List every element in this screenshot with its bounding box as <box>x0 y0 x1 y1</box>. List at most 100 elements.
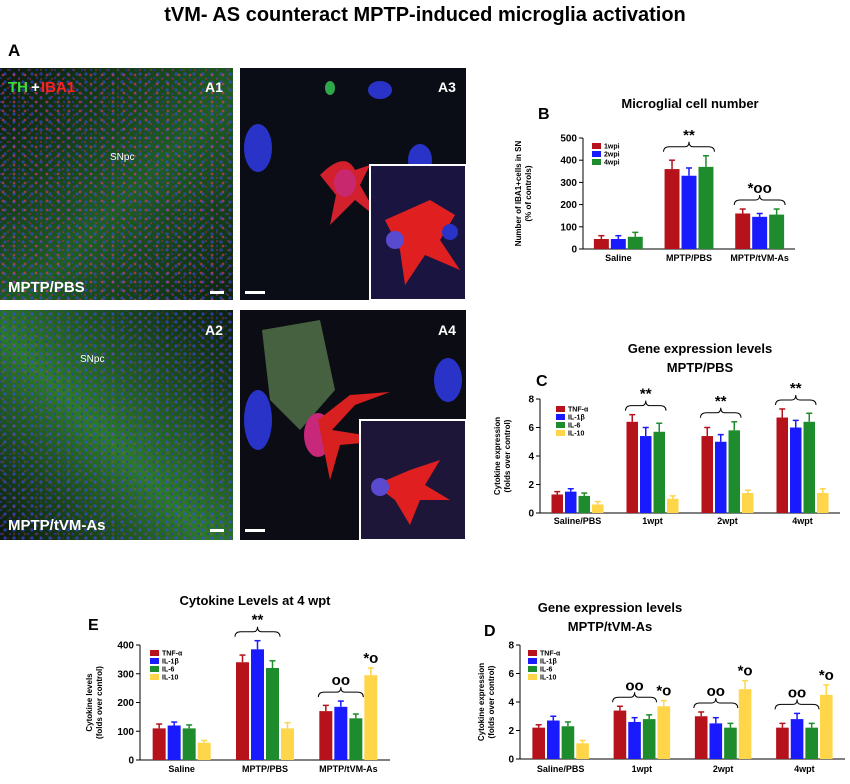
x-tick-label: MPTP/PBS <box>666 253 712 263</box>
bar <box>817 493 829 513</box>
y-tick-label: 400 <box>117 641 134 652</box>
x-tick-label: MPTP/tVM-As <box>730 253 789 263</box>
bar <box>167 725 181 760</box>
y-tick-label: 0 <box>528 509 534 520</box>
y-tick-label: 8 <box>508 641 514 652</box>
bar <box>653 431 665 513</box>
panel-letter: B <box>538 106 550 123</box>
x-tick-label: Saline <box>605 253 632 263</box>
bar <box>236 662 249 760</box>
panel-letter: E <box>88 617 99 634</box>
y-axis-label: Number of IBA1+cells in SN <box>514 140 523 246</box>
significance-label: oo <box>707 683 725 700</box>
x-tick-label: 1wpt <box>642 516 663 526</box>
bar <box>281 728 294 760</box>
x-tick-label: Saline/PBS <box>537 764 585 774</box>
image-a4: A4 <box>240 310 467 541</box>
bar <box>694 716 708 759</box>
bar <box>576 743 589 759</box>
x-tick-label: 2wpt <box>717 516 738 526</box>
bar <box>735 213 751 249</box>
brace <box>612 692 657 703</box>
significance-label: *oo <box>748 180 772 197</box>
legend-swatch <box>528 674 537 680</box>
region-label: SNpc <box>110 152 134 163</box>
chart-title: Gene expression levels <box>628 341 773 356</box>
bar <box>266 668 279 760</box>
y-axis-label: (% of controls) <box>524 165 533 221</box>
x-tick-label: MPTP/PBS <box>242 764 288 774</box>
y-tick-label: 2 <box>508 726 514 737</box>
legend-label: 2wpi <box>604 152 620 159</box>
bar <box>709 723 723 759</box>
legend-swatch <box>592 159 601 165</box>
x-tick-label: 4wpt <box>792 516 813 526</box>
chart-title: Gene expression levels <box>538 600 683 615</box>
image-a3: A3 <box>240 68 467 301</box>
y-axis-label: (folds over control) <box>487 665 496 738</box>
legend-swatch <box>528 658 537 664</box>
bar <box>790 427 802 513</box>
y-tick-label: 500 <box>560 134 577 145</box>
significance-label: oo <box>625 677 643 694</box>
image-label: A3 <box>438 79 456 95</box>
panel-letter: D <box>484 623 496 640</box>
bar <box>664 169 680 249</box>
bar <box>547 720 560 759</box>
significance-label: *o <box>656 683 671 700</box>
bar <box>657 706 671 759</box>
legend-label: IL-10 <box>568 431 584 438</box>
bar <box>565 491 577 513</box>
y-tick-label: 0 <box>508 755 514 766</box>
legend-swatch <box>150 674 159 680</box>
bar <box>769 214 785 249</box>
legend-label: TNF-α <box>568 407 589 414</box>
x-tick-label: Saline <box>168 764 195 774</box>
legend-swatch <box>150 650 159 656</box>
y-tick-label: 4 <box>508 698 514 709</box>
y-axis-label: Cytokine expression <box>493 417 502 495</box>
bar <box>561 726 575 759</box>
bar <box>805 727 818 759</box>
image-a1: TH + IBA1 A1 SNpc MPTP/PBS <box>0 68 233 300</box>
bar <box>642 719 656 759</box>
y-tick-label: 6 <box>528 423 534 434</box>
legend-label: IL-10 <box>540 675 556 682</box>
bar <box>592 504 604 513</box>
y-tick-label: 8 <box>528 395 534 406</box>
bar <box>319 711 333 760</box>
legend-swatch <box>592 143 601 149</box>
bar <box>667 498 679 513</box>
bar <box>628 721 641 759</box>
y-tick-label: 400 <box>560 156 577 167</box>
legend-swatch <box>528 650 537 656</box>
legend-swatch <box>556 414 565 420</box>
chart-title: Cytokine Levels at 4 wpt <box>180 593 332 608</box>
significance-label: ** <box>790 380 802 397</box>
legend-label: TNF-α <box>540 651 561 658</box>
significance-label: ** <box>252 612 264 629</box>
y-tick-label: 300 <box>117 669 134 680</box>
bar <box>349 718 363 760</box>
y-axis-label: Cytokine levels <box>85 673 94 732</box>
bar <box>613 710 627 759</box>
legend-swatch <box>592 151 601 157</box>
bar <box>152 728 166 760</box>
bar <box>640 436 652 513</box>
condition-label: MPTP/tVM-As <box>8 517 106 534</box>
bar <box>742 493 754 513</box>
significance-label: oo <box>332 672 350 689</box>
bar <box>803 421 815 513</box>
image-a2: A2 SNpc MPTP/tVM-As <box>0 310 233 540</box>
legend-swatch <box>150 658 159 664</box>
bar <box>532 727 545 759</box>
legend-label: IL-10 <box>162 675 178 682</box>
legend-label: 1wpi <box>604 144 620 151</box>
legend-label: IL-6 <box>162 667 175 674</box>
brace <box>774 699 820 710</box>
significance-label: ** <box>683 127 695 144</box>
brace <box>733 195 786 206</box>
region-label: SNpc <box>80 354 104 365</box>
y-tick-label: 0 <box>571 245 577 256</box>
